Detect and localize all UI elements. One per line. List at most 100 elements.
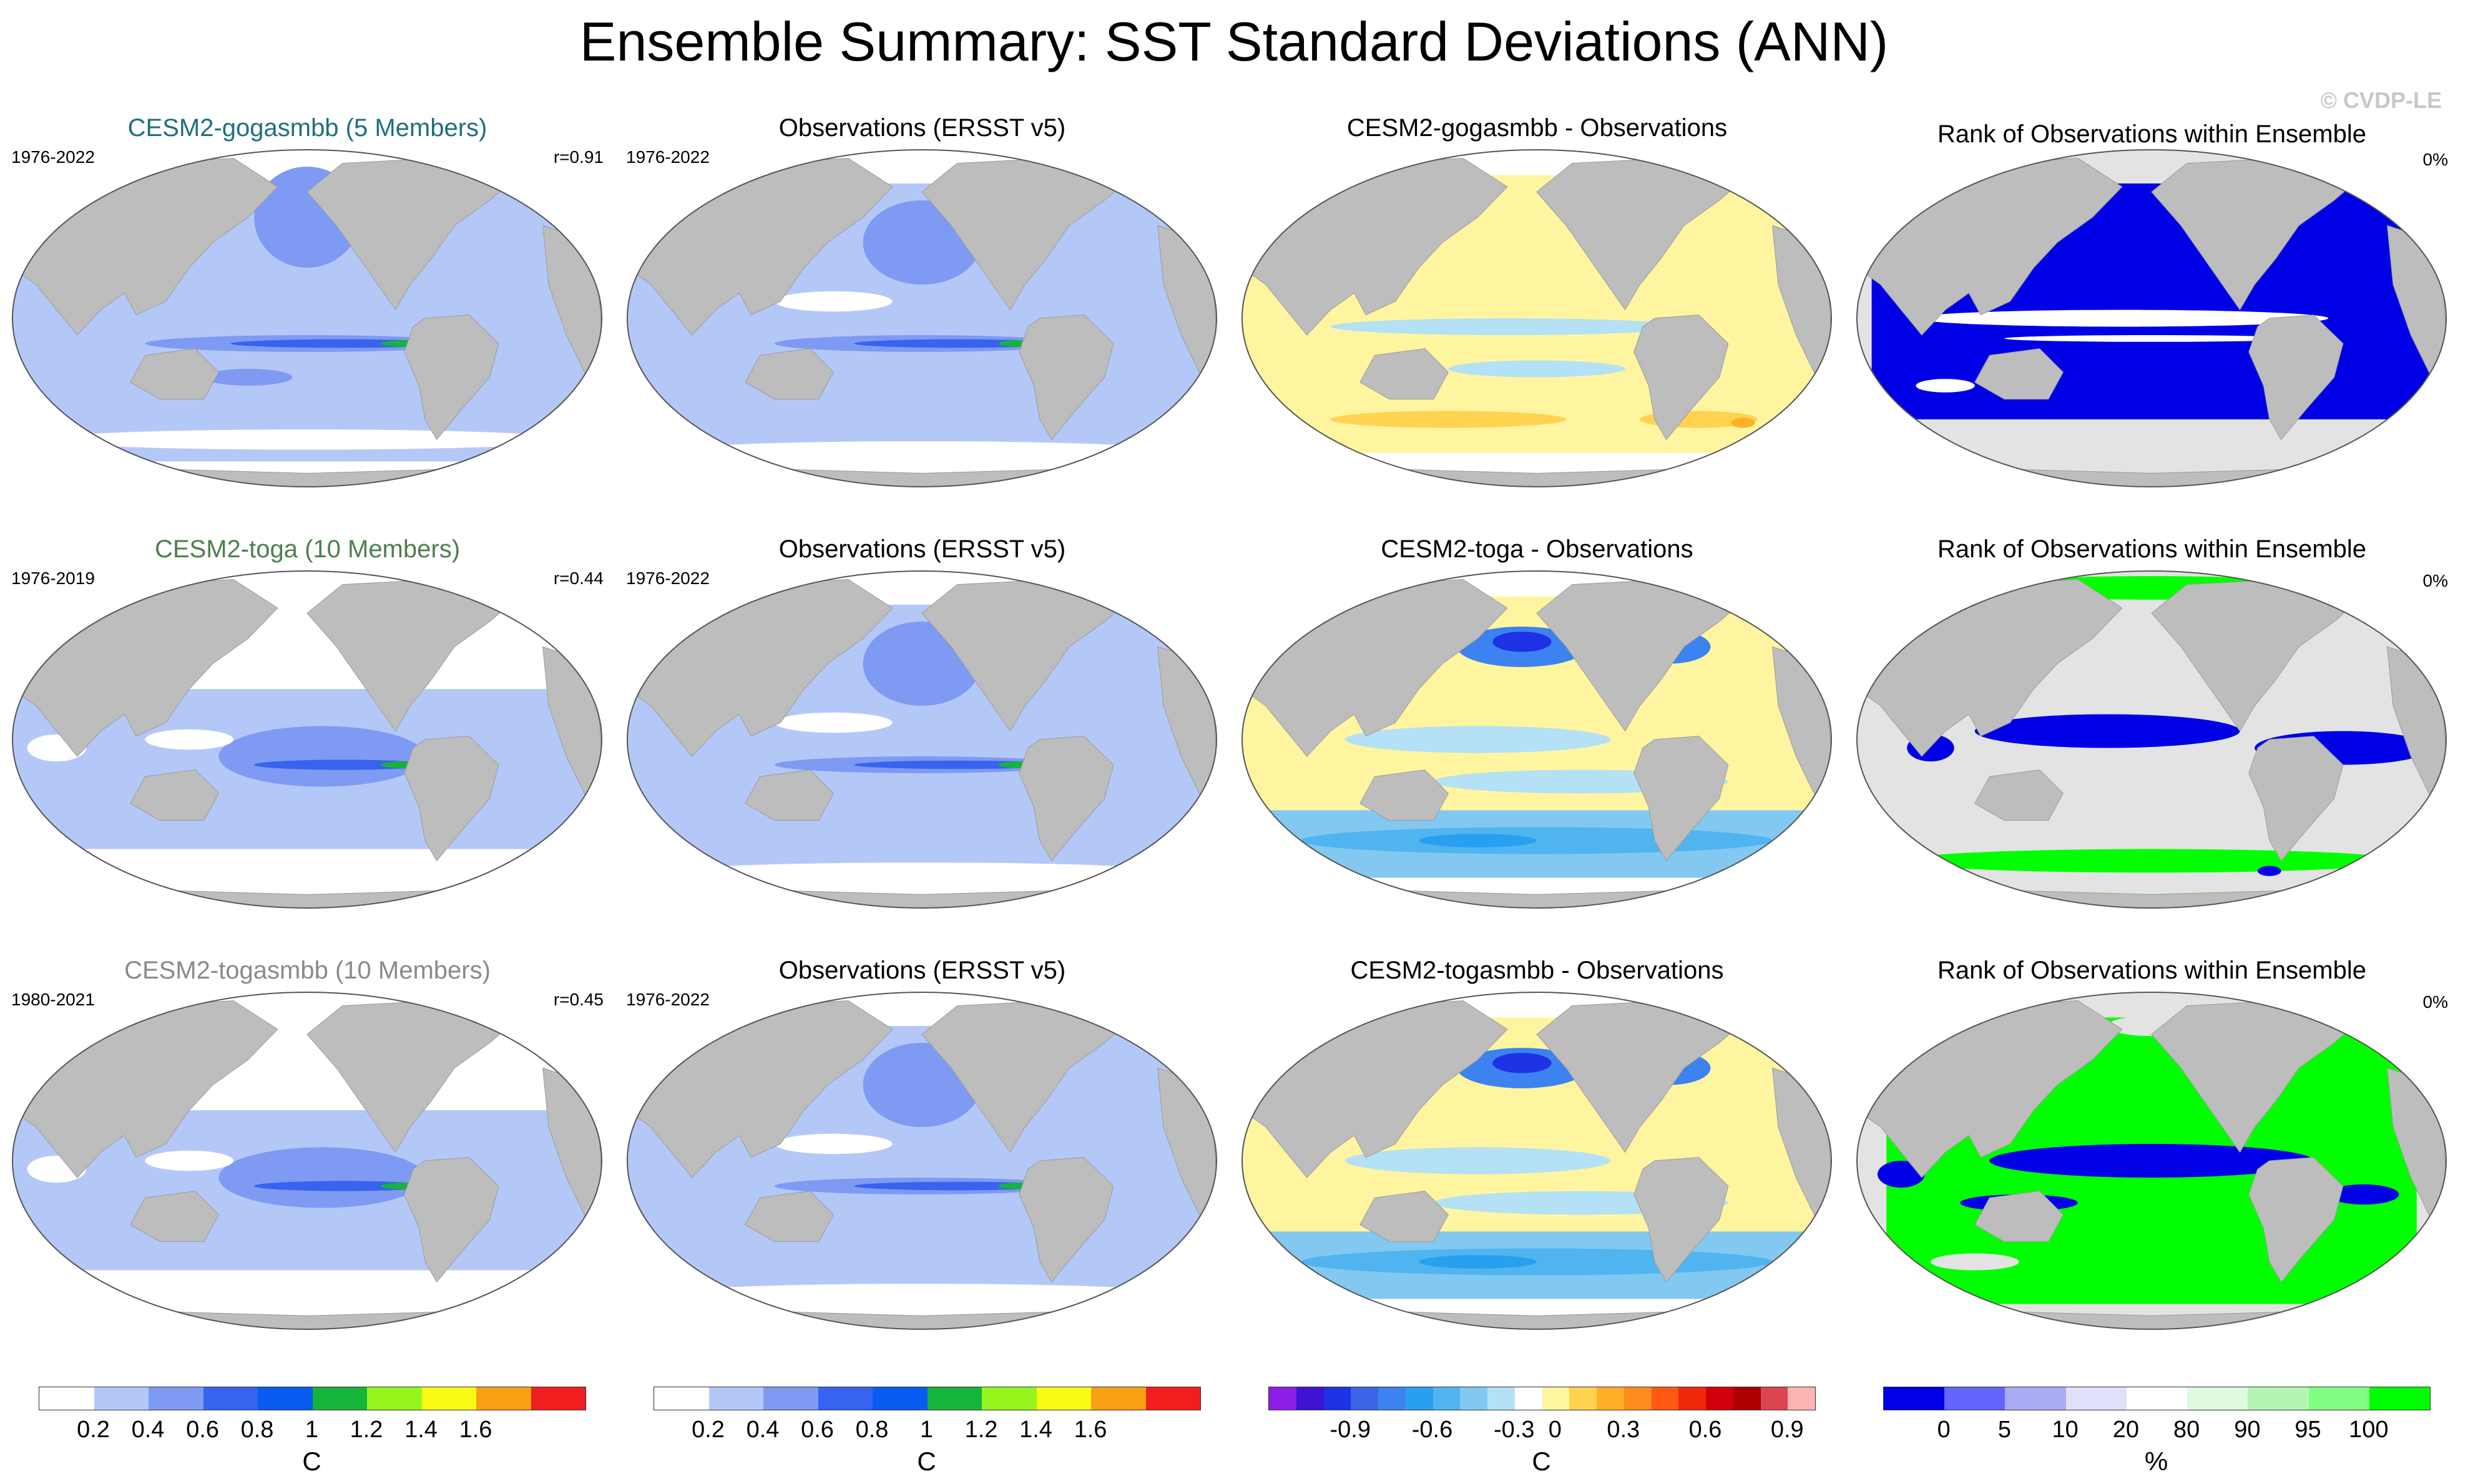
map-field <box>12 571 602 908</box>
colorbar-boxes <box>1268 1387 1816 1410</box>
colorbar-swatch <box>982 1387 1037 1410</box>
panel-model-row1: CESM2-gogasmbb (5 Members) 1976-2022 r=0… <box>0 112 615 512</box>
colorbar-swatch <box>1514 1387 1542 1410</box>
colorbar-swatch <box>2065 1387 2127 1410</box>
field-region <box>42 429 572 450</box>
field-region <box>1419 1255 1537 1269</box>
colorbar-tick-label: 0.4 <box>746 1417 780 1443</box>
colorbar-swatch <box>476 1387 531 1410</box>
colorbar-swatch <box>2126 1387 2188 1410</box>
map-field <box>1857 992 2446 1329</box>
land-samerica <box>404 1157 499 1283</box>
field-region <box>1330 411 1567 428</box>
land-samerica <box>2248 315 2344 441</box>
panel-rank-row2: Rank of Observations within Ensemble 0% <box>1844 534 2459 933</box>
colorbar-tick-label: 0 <box>1548 1417 1562 1443</box>
colorbar-tick-label: 0.9 <box>1770 1417 1804 1443</box>
land-australia <box>745 348 835 400</box>
land-samerica <box>2248 1157 2344 1283</box>
rank-percent: 0% <box>2422 571 2448 590</box>
panel-obs-row1: Observations (ERSST v5) 1976-2022 <box>615 112 1230 512</box>
land-samerica <box>1633 736 1729 862</box>
colorbar-tick-label: 0.2 <box>692 1417 725 1443</box>
colorbar-swatch <box>203 1387 258 1410</box>
map-field <box>1242 150 1831 487</box>
land-australia <box>1359 769 1449 821</box>
colorbar-swatch <box>927 1387 982 1410</box>
colorbar-swatch <box>873 1387 928 1410</box>
panel-title: CESM2-toga (10 Members) <box>154 535 461 563</box>
colorbar-swatch <box>1460 1387 1487 1410</box>
field-region <box>1345 1147 1610 1174</box>
colorbar-swatch <box>1788 1387 1816 1410</box>
page-title: Ensemble Summary: SST Standard Deviation… <box>579 11 1889 72</box>
panel-obs-row3: Observations (ERSST v5) 1976-2022 <box>615 955 1230 1354</box>
colorbar-tick-label: 1.6 <box>459 1417 492 1443</box>
map-border <box>12 149 602 487</box>
colorbar-swatch <box>1432 1387 1461 1410</box>
map-obs-row2 <box>627 570 1217 909</box>
year-range: 1976-2019 <box>11 569 95 588</box>
panel-diff-row3: CESM2-togasmbb - Observations <box>1230 955 1844 1354</box>
year-range: 1976-2022 <box>626 990 710 1009</box>
colorbar-tick-label: 1.2 <box>350 1417 383 1443</box>
colorbar-swatch <box>2005 1387 2066 1410</box>
panel-rank-row3: Rank of Observations within Ensemble 0% <box>1844 955 2459 1354</box>
map-border <box>1241 149 1832 487</box>
colorbar-swatch <box>1883 1387 1945 1410</box>
colorbar-swatch <box>1623 1387 1652 1410</box>
land-australia <box>1359 348 1449 400</box>
colorbar-tick-label: 100 <box>2349 1417 2389 1443</box>
colorbar-swatch <box>2248 1387 2309 1410</box>
year-range: 1976-2022 <box>11 147 95 167</box>
colorbar-swatch <box>1487 1387 1515 1410</box>
land-australia <box>1359 1191 1449 1242</box>
field-region <box>1916 310 2329 327</box>
panel-title: Observations (ERSST v5) <box>778 114 1066 142</box>
panel-diff-row2: CESM2-toga - Observations <box>1230 534 1844 933</box>
field-region <box>254 1181 431 1191</box>
field-region <box>686 1284 1158 1301</box>
colorbar-unit: C <box>302 1447 321 1476</box>
colorbar-tick-label: 1.4 <box>1019 1417 1052 1443</box>
colorbar-swatch <box>1378 1387 1406 1410</box>
colorbar-tick-label: 1.6 <box>1074 1417 1107 1443</box>
land-samerica <box>404 736 499 862</box>
field-region <box>254 759 431 770</box>
colorbar-swatch <box>94 1387 149 1410</box>
watermark: © CVDP-LE <box>2320 87 2442 113</box>
colorbar-swatch <box>2187 1387 2248 1410</box>
land-samerica <box>1019 1157 1114 1283</box>
colorbar-tick-label: 10 <box>2052 1417 2079 1443</box>
colorbar-tick-label: 0.2 <box>77 1417 110 1443</box>
year-range: 1976-2022 <box>626 569 710 588</box>
colorbar-swatch <box>1351 1387 1378 1410</box>
field-region <box>1345 726 1610 753</box>
colorbar-swatch <box>421 1387 476 1410</box>
field-region <box>686 862 1158 880</box>
colorbar-unit: C <box>917 1447 936 1476</box>
field-region <box>1492 632 1552 652</box>
colorbar-tick-label: -0.9 <box>1329 1417 1371 1443</box>
panel-title: Observations (ERSST v5) <box>778 957 1066 984</box>
panel-diff-row1: CESM2-gogasmbb - Observations <box>1230 112 1844 512</box>
colorbar-swatch <box>763 1387 818 1410</box>
year-range: 1976-2022 <box>626 147 710 167</box>
land-australia <box>1974 769 2064 821</box>
map-model-row2 <box>12 570 602 909</box>
colorbar-swatch <box>1091 1387 1146 1410</box>
colorbar-swatch <box>1145 1387 1201 1410</box>
field-region <box>775 1133 893 1154</box>
map-rank-row2 <box>1856 570 2447 909</box>
map-border <box>1241 992 1832 1330</box>
map-obs-row1 <box>627 149 1217 487</box>
panel-rank-row1: Rank of Observations within Ensemble 0% <box>1844 112 2459 512</box>
land-australia <box>745 1191 835 1242</box>
colorbar-unit: C <box>1532 1447 1551 1476</box>
map-diff-row3 <box>1241 992 1832 1330</box>
colorbar-tick-label: 0.3 <box>1607 1417 1640 1443</box>
map-rank-row3 <box>1856 992 2447 1330</box>
map-border <box>627 149 1217 487</box>
land-samerica <box>1633 1157 1729 1283</box>
year-range: 1980-2021 <box>11 990 95 1009</box>
